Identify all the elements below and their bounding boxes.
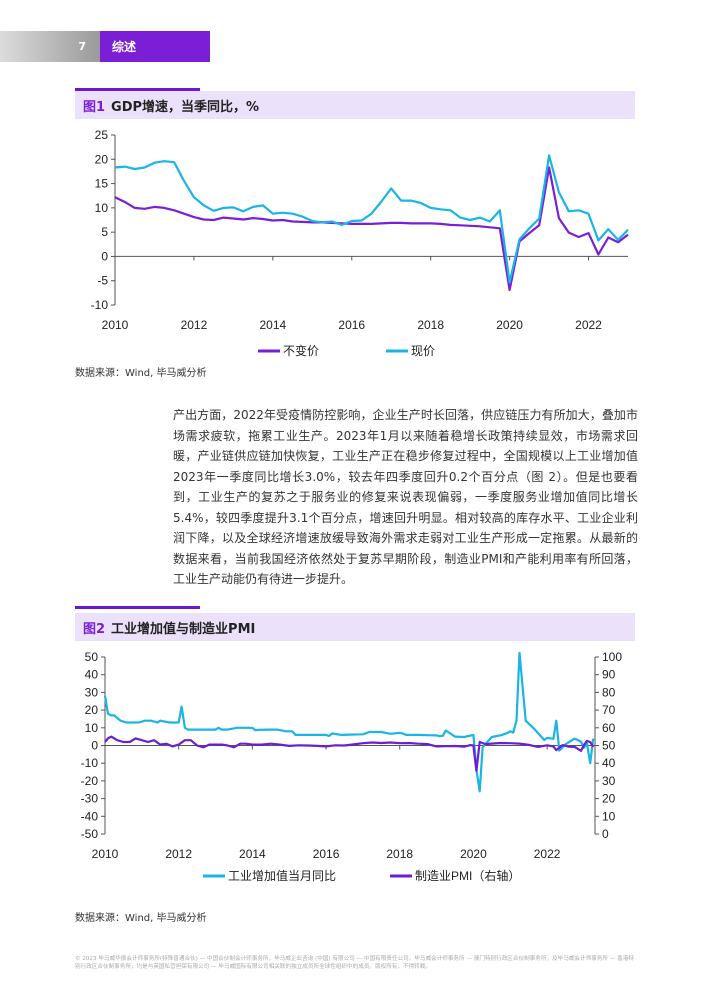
figure1-chart: -10 -5 0 5 10 15 20 25 2010 2012 2014 2016 2018 2020 2… (91, 128, 629, 358)
y-tick-label: 20 (95, 152, 109, 166)
y-tick-label: -10 (91, 298, 109, 312)
y-tick-label: -40 (81, 809, 99, 823)
legend-label-1: 不变价 (283, 343, 319, 358)
footer-copyright: © 2023 毕马威华振会计师事务所(特殊普通合伙) — 中国合伙制会计师事务所… (75, 956, 634, 970)
y-right-tick-label: 50 (602, 739, 616, 753)
x-tick-label: 2020 (460, 847, 487, 861)
y-tick-label: 5 (101, 225, 108, 239)
x-tick-label: 2018 (417, 318, 444, 332)
x-tick-label: 2010 (102, 318, 129, 332)
figure1-heading: 图1 GDP增速，当季同比，% (75, 91, 635, 119)
x-tick-label: 2012 (165, 847, 192, 861)
x-tick-label: 2020 (496, 318, 523, 332)
y-right-tick-label: 80 (602, 685, 616, 699)
y-tick-label: 0 (101, 249, 108, 263)
figure2-chart: -50 -40 -30 -20 -10 0 10 20 30 40 50 0 10 20 30 40 50 60 7… (81, 650, 623, 883)
x-tick-label: 2022 (575, 318, 602, 332)
y-right-tick-label: 30 (602, 774, 616, 788)
series-line-2 (104, 735, 595, 772)
legend-label-1: 工业增加值当月同比 (228, 868, 336, 883)
y-right-tick-label: 100 (602, 650, 622, 664)
y-tick-label: -50 (81, 827, 99, 841)
y-tick-label: -10 (81, 756, 99, 770)
y-tick-label: 10 (95, 201, 109, 215)
x-tick-label: 2016 (313, 847, 340, 861)
y-right-tick-label: 10 (602, 809, 616, 823)
x-tick-label: 2018 (386, 847, 413, 861)
y-tick-label: 30 (85, 685, 99, 699)
figure2-number: 图2 (83, 621, 106, 637)
figure2-source: 数据来源：Wind, 毕马威分析 (75, 913, 207, 924)
body-paragraph: 产出方面，2022年受疫情防控影响，企业生产时长回落，供应链压力有所加大，叠加市… (173, 408, 638, 586)
y-tick-label: 50 (85, 650, 99, 664)
figure1-title: GDP增速，当季同比，% (111, 99, 260, 115)
x-tick-label: 2012 (181, 318, 208, 332)
legend-label-2: 制造业PMI（右轴） (415, 868, 520, 883)
series-line-1 (114, 166, 629, 291)
y-right-tick-label: 40 (602, 756, 616, 770)
y-tick-label: -20 (81, 774, 99, 788)
y-tick-label: 10 (85, 721, 99, 735)
y-right-tick-label: 60 (602, 721, 616, 735)
x-tick-label: 2016 (338, 318, 365, 332)
y-tick-label: 20 (85, 703, 99, 717)
y-right-tick-label: 90 (602, 668, 616, 682)
y-right-tick-label: 0 (602, 827, 609, 841)
y-tick-label: -5 (97, 274, 108, 288)
y-tick-label: -30 (81, 792, 99, 806)
y-tick-label: 0 (91, 739, 98, 753)
figure2-accent-bar (75, 606, 200, 609)
y-right-tick-label: 20 (602, 792, 616, 806)
series-line-1 (103, 651, 595, 793)
figure1-accent-bar (75, 88, 200, 91)
x-tick-label: 2010 (92, 847, 119, 861)
figure1-number: 图1 (83, 99, 106, 115)
series-line-2 (114, 154, 629, 284)
page-header: 7 综述 (0, 31, 210, 62)
legend-label-2: 现价 (411, 344, 435, 358)
figure1-source: 数据来源：Wind, 毕马威分析 (75, 368, 207, 379)
y-tick-label: 25 (95, 128, 109, 142)
section-title: 综述 (100, 31, 210, 62)
y-tick-label: 15 (95, 177, 109, 191)
figure2-title: 工业增加值与制造业PMI (111, 621, 256, 637)
y-right-tick-label: 70 (602, 703, 616, 717)
figure2-heading: 图2 工业增加值与制造业PMI (75, 613, 635, 641)
y-tick-label: 40 (85, 668, 99, 682)
page-number: 7 (0, 31, 100, 62)
x-tick-label: 2014 (239, 847, 266, 861)
x-tick-label: 2022 (534, 847, 561, 861)
x-tick-label: 2014 (259, 318, 286, 332)
